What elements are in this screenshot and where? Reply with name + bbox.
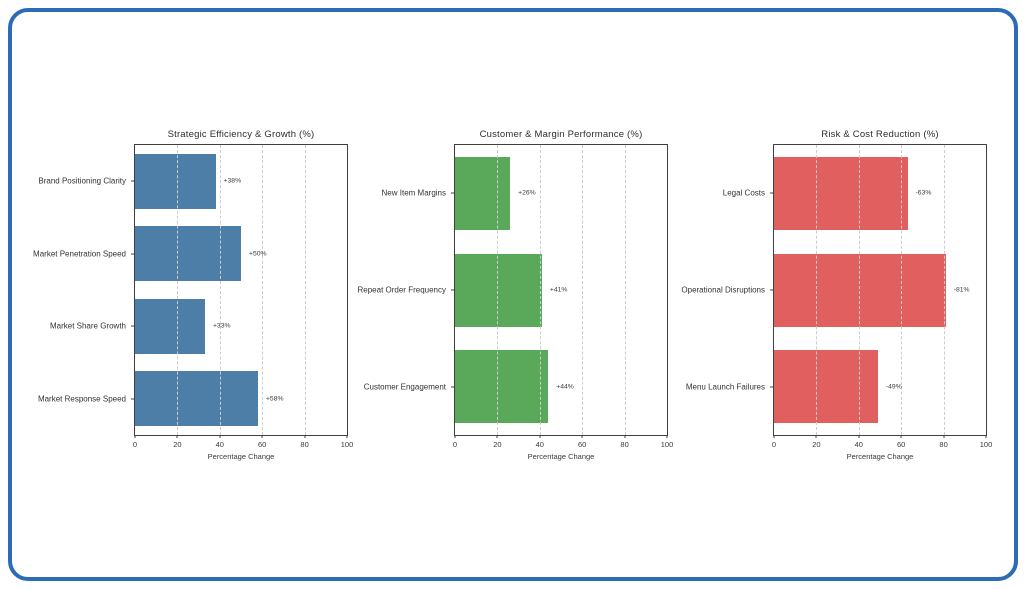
gridline [943, 145, 945, 435]
x-tick-mark [346, 435, 348, 438]
x-tick-label: 40 [854, 440, 863, 449]
y-category-label: Operational Disruptions [681, 285, 765, 295]
x-tick-mark [219, 435, 221, 438]
gridline [497, 145, 499, 435]
x-tick-mark [581, 435, 583, 438]
x-tick-mark [176, 435, 178, 438]
gridline [219, 145, 221, 435]
x-tick-mark [666, 435, 668, 438]
bar-value-label: +33% [212, 322, 231, 330]
bar [135, 371, 258, 427]
y-tick-mark [770, 386, 774, 388]
x-tick-mark [900, 435, 902, 438]
x-tick-label: 100 [340, 440, 354, 449]
x-tick-mark [858, 435, 860, 438]
x-tick-label: 100 [660, 440, 674, 449]
x-axis-label: Percentage Change [207, 452, 275, 461]
x-tick-mark [985, 435, 987, 438]
x-tick-label: 20 [812, 440, 821, 449]
x-tick-label: 100 [979, 440, 993, 449]
y-category-label: Menu Launch Failures [685, 382, 765, 392]
bar-value-label: +41% [549, 286, 568, 294]
y-tick-mark [131, 180, 135, 182]
x-tick-label: 20 [173, 440, 182, 449]
x-tick-label: 0 [452, 440, 458, 449]
y-category-label: Brand Positioning Clarity [38, 176, 126, 186]
bar-value-label: -81% [953, 286, 970, 294]
chart-title: Risk & Cost Reduction (%) [821, 129, 939, 140]
bar-value-label: +58% [265, 395, 284, 403]
y-tick-mark [451, 289, 455, 291]
gridline [858, 145, 860, 435]
y-category-label: New Item Margins [381, 188, 446, 198]
chart-title: Customer & Margin Performance (%) [479, 129, 643, 140]
x-tick-mark [304, 435, 306, 438]
x-tick-label: 40 [215, 440, 224, 449]
bar [135, 226, 241, 282]
x-tick-label: 0 [132, 440, 138, 449]
y-tick-mark [131, 325, 135, 327]
y-tick-mark [451, 386, 455, 388]
y-category-label: Market Response Speed [37, 394, 126, 404]
bar-value-label: -63% [915, 189, 932, 197]
x-tick-label: 60 [258, 440, 267, 449]
bar [135, 298, 205, 354]
x-tick-mark [773, 435, 775, 438]
bar [774, 350, 878, 424]
gridline [177, 145, 179, 435]
bar [774, 156, 908, 230]
y-category-label: Market Share Growth [49, 321, 126, 331]
y-category-label: Legal Costs [722, 188, 765, 198]
bar-value-label: -49% [885, 383, 902, 391]
y-tick-mark [131, 398, 135, 400]
chart-title: Strategic Efficiency & Growth (%) [167, 129, 315, 140]
x-tick-label: 20 [493, 440, 502, 449]
bar-value-label: +50% [249, 250, 267, 258]
bar-value-label: +26% [518, 189, 536, 197]
gridline [816, 145, 818, 435]
gridline [539, 145, 541, 435]
x-tick-mark [539, 435, 541, 438]
gridline [582, 145, 584, 435]
bar [455, 350, 549, 424]
x-tick-label: 40 [535, 440, 544, 449]
y-category-label: Repeat Order Frequency [357, 285, 447, 295]
chart-customer-margin-performance: Customer & Margin Performance (%) Percen… [358, 129, 674, 461]
bar [774, 253, 946, 327]
x-tick-label: 0 [771, 440, 777, 449]
gridline [262, 145, 264, 435]
y-tick-mark [770, 289, 774, 291]
bar-value-label: +38% [223, 177, 242, 185]
x-tick-mark [134, 435, 136, 438]
y-tick-mark [451, 192, 455, 194]
bar-value-label: +44% [556, 383, 574, 391]
gridline [901, 145, 903, 435]
x-tick-label: 80 [300, 440, 309, 449]
x-tick-label: 60 [897, 440, 906, 449]
x-tick-label: 80 [620, 440, 629, 449]
bar [455, 253, 542, 327]
bar [455, 156, 511, 230]
x-tick-label: 80 [939, 440, 948, 449]
y-category-label: Market Penetration Speed [33, 249, 126, 259]
x-tick-mark [496, 435, 498, 438]
chart-risk-cost-reduction: Risk & Cost Reduction (%) Percentage Cha… [681, 129, 992, 461]
x-tick-mark [815, 435, 817, 438]
x-tick-mark [261, 435, 263, 438]
x-axis-label: Percentage Change [846, 452, 914, 461]
bar [135, 153, 216, 209]
y-tick-mark [131, 253, 135, 255]
x-tick-mark [624, 435, 626, 438]
chart-strategic-efficiency-growth: Strategic Efficiency & Growth (%) Percen… [33, 129, 353, 461]
gridline [304, 145, 306, 435]
x-tick-label: 60 [578, 440, 587, 449]
y-category-label: Customer Engagement [363, 382, 446, 392]
gridline [624, 145, 626, 435]
y-tick-mark [770, 192, 774, 194]
x-tick-mark [943, 435, 945, 438]
x-tick-mark [454, 435, 456, 438]
x-axis-label: Percentage Change [527, 452, 595, 461]
